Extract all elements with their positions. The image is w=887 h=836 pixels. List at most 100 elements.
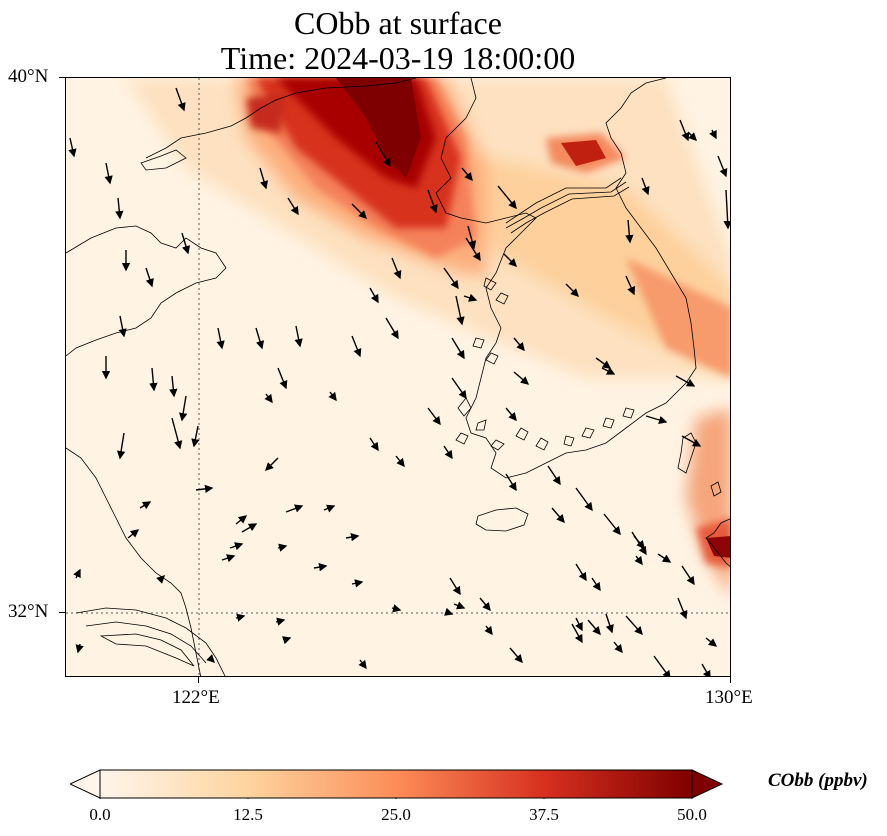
border-dmz-1 xyxy=(505,177,622,224)
colorbar-tick-0: 0.0 xyxy=(89,805,111,824)
wind-arrow xyxy=(484,625,493,636)
wind-arrow xyxy=(467,225,477,250)
wind-arrow xyxy=(547,465,561,486)
wind-arrow xyxy=(631,531,647,556)
wind-arrow xyxy=(465,237,481,262)
wind-arrow xyxy=(653,655,671,676)
wind-arrow xyxy=(235,515,248,525)
wind-arrow xyxy=(463,293,478,302)
wind-arrow xyxy=(497,185,517,210)
wind-arrow xyxy=(235,613,246,622)
map-title: CObb at surface xyxy=(294,5,502,41)
coast-yangtze-south xyxy=(85,621,207,664)
wind-arrow xyxy=(427,407,441,426)
wind-arrow xyxy=(195,484,214,494)
colorbar-extend-min xyxy=(70,769,101,799)
wind-arrow xyxy=(313,563,328,572)
wind-arrow xyxy=(427,189,438,214)
colorbar-extend-max xyxy=(691,769,724,799)
lat-label-40n: 40°N xyxy=(8,66,49,87)
colorbar-tick-4: 50.0 xyxy=(677,805,707,824)
wind-arrow xyxy=(127,529,140,539)
lon-label-130e: 130°E xyxy=(705,687,753,708)
wind-arrow xyxy=(328,391,337,402)
wind-arrow xyxy=(216,327,225,350)
wind-arrow xyxy=(595,357,612,369)
lat-tick-40n xyxy=(59,77,65,78)
wind-arrow xyxy=(149,367,158,392)
wind-arrow xyxy=(206,654,215,663)
wind-arrow xyxy=(571,623,583,644)
wind-arrow xyxy=(221,554,236,563)
wind-arrow xyxy=(264,393,273,404)
wind-arrow xyxy=(265,457,279,471)
wind-arrow xyxy=(351,579,364,588)
wind-arrow xyxy=(179,395,188,422)
wind-arrow xyxy=(601,367,616,375)
graticule xyxy=(66,78,730,676)
coast-kyushu xyxy=(705,518,730,567)
wind-arrow xyxy=(675,375,696,387)
border-dmz-2 xyxy=(505,181,627,229)
wind-arrow xyxy=(169,375,178,398)
wind-arrow xyxy=(701,663,711,676)
wind-arrow xyxy=(369,437,379,452)
wind-arrow xyxy=(625,275,635,296)
lat-label-32n: 32°N xyxy=(8,601,49,622)
wind-arrow xyxy=(587,619,601,636)
colorbar xyxy=(70,769,724,799)
wind-arrow xyxy=(255,327,265,350)
wind-arrow xyxy=(175,87,186,112)
wind-arrow xyxy=(723,189,730,230)
wind-arrow xyxy=(641,177,650,196)
wind-arrow xyxy=(139,501,152,510)
lat-tick-32n xyxy=(59,612,65,613)
island-goto xyxy=(710,481,722,497)
wind-arrow xyxy=(453,601,466,610)
wind-arrow xyxy=(461,167,473,182)
wind-arrow xyxy=(145,267,154,288)
wind-arrow xyxy=(677,597,688,620)
wind-arrow xyxy=(451,337,465,360)
wind-arrow xyxy=(591,577,601,592)
wind-arrow xyxy=(395,455,405,468)
wind-arrow xyxy=(68,137,77,158)
wind-arrow xyxy=(287,197,299,216)
wind-arrow xyxy=(605,613,614,634)
wind-arrow xyxy=(277,543,288,552)
wind-arrow xyxy=(156,575,165,584)
wind-arrow xyxy=(345,533,360,542)
wind-arrow xyxy=(385,317,399,340)
lon-tick-130e xyxy=(730,677,731,683)
wind-arrow xyxy=(509,647,523,664)
wind-arrow xyxy=(709,129,717,140)
wind-arrow xyxy=(687,131,697,141)
jeju-island xyxy=(475,507,529,532)
lon-label-122e: 122°E xyxy=(172,687,220,708)
colorbar-label: CObb (ppbv) xyxy=(768,770,868,791)
wind-arrow xyxy=(391,604,402,613)
wind-arrow xyxy=(575,563,587,582)
wind-arrow xyxy=(323,504,336,513)
wind-arrow xyxy=(503,253,517,267)
coast-liaodong xyxy=(145,78,417,159)
wind-arrow xyxy=(681,565,695,586)
wind-arrow xyxy=(369,287,379,304)
wind-arrow xyxy=(575,617,583,632)
wind-arrow xyxy=(634,555,643,566)
wind-arrow xyxy=(191,425,200,448)
wind-arrow xyxy=(657,553,672,563)
wind-arrow xyxy=(513,337,525,352)
wind-arrow xyxy=(229,542,244,551)
wind-arrow xyxy=(505,407,517,422)
wind-arrow xyxy=(565,283,579,297)
colorbar-tick-2: 25.0 xyxy=(381,805,411,824)
wind-arrow xyxy=(717,155,728,178)
wind-arrow xyxy=(171,417,183,450)
coast-korea-west xyxy=(435,78,697,479)
coast-jiangsu xyxy=(66,447,202,676)
concentration-field xyxy=(66,78,730,676)
map-panel xyxy=(65,77,731,677)
wind-arrow xyxy=(603,513,621,536)
wind-arrow xyxy=(681,435,702,447)
